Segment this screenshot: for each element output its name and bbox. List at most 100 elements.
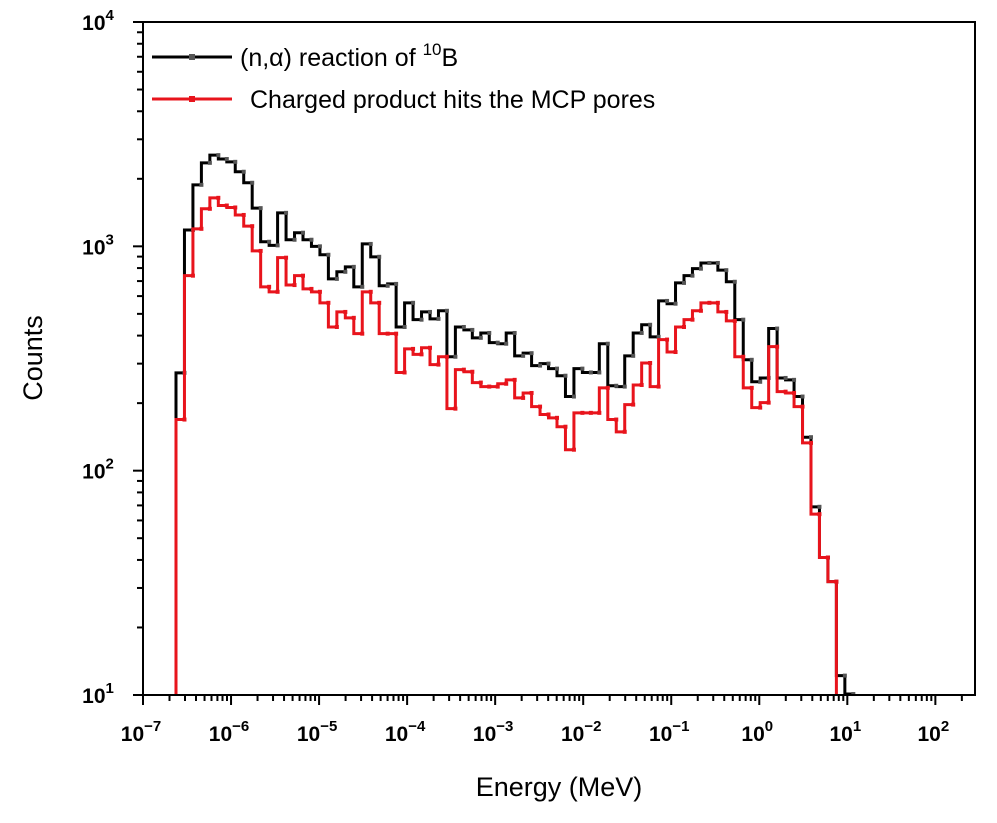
x-tick-label: 101 bbox=[829, 718, 861, 746]
series-point-marker bbox=[411, 346, 416, 351]
legend-marker-0 bbox=[189, 54, 195, 60]
legend-label-1: Charged product hits the MCP pores bbox=[250, 86, 655, 114]
series-point-marker bbox=[783, 389, 788, 394]
series-point-marker bbox=[656, 334, 661, 339]
series-point-marker bbox=[241, 212, 246, 217]
series-point-marker bbox=[411, 300, 416, 305]
series-point-marker bbox=[233, 205, 238, 210]
series-point-marker bbox=[436, 316, 441, 321]
series-point-marker bbox=[512, 377, 517, 382]
x-tick-label: 10−4 bbox=[385, 718, 426, 746]
y-tick-label: 103 bbox=[82, 231, 114, 259]
series-point-marker bbox=[546, 361, 551, 366]
series-point-marker bbox=[436, 362, 441, 367]
series-point-marker bbox=[317, 244, 322, 249]
series-point-marker bbox=[351, 315, 356, 320]
y-axis-title: Counts bbox=[18, 315, 48, 401]
series-point-marker bbox=[258, 248, 263, 253]
series-point-marker bbox=[715, 260, 720, 265]
series-point-marker bbox=[427, 309, 432, 314]
series-point-marker bbox=[216, 153, 221, 158]
series-point-marker bbox=[792, 390, 797, 395]
series-point-marker bbox=[842, 673, 847, 678]
series-0 bbox=[174, 153, 856, 697]
series-point-marker bbox=[588, 410, 593, 415]
series-point-marker bbox=[292, 283, 297, 288]
series-point-marker bbox=[461, 324, 466, 329]
series-point-marker bbox=[207, 206, 212, 211]
series-point-marker bbox=[334, 276, 339, 281]
series-layer bbox=[174, 153, 856, 697]
series-point-marker bbox=[241, 169, 246, 174]
x-tick-label: 10−5 bbox=[297, 718, 337, 746]
series-point-marker bbox=[775, 344, 780, 349]
series-point-marker bbox=[825, 555, 830, 560]
series-point-marker bbox=[758, 379, 763, 384]
series-point-marker bbox=[504, 341, 509, 346]
series-point-marker bbox=[529, 351, 534, 356]
series-point-marker bbox=[605, 385, 610, 390]
series-point-marker bbox=[216, 195, 221, 200]
series-point-marker bbox=[808, 440, 813, 445]
series-point-marker bbox=[453, 354, 458, 359]
series-point-marker bbox=[470, 327, 475, 332]
series-point-marker bbox=[631, 353, 636, 358]
series-step-line bbox=[174, 196, 838, 695]
series-point-marker bbox=[622, 384, 627, 389]
series-point-marker bbox=[597, 410, 602, 415]
series-point-marker bbox=[538, 363, 543, 368]
series-point-marker bbox=[385, 331, 390, 336]
series-point-marker bbox=[334, 324, 339, 329]
series-point-marker bbox=[554, 415, 559, 420]
series-point-marker bbox=[377, 300, 382, 305]
series-point-marker bbox=[377, 254, 382, 259]
series-point-marker bbox=[834, 579, 839, 584]
x-tick-label: 10−7 bbox=[121, 718, 161, 746]
series-point-marker bbox=[817, 512, 822, 517]
series-point-marker bbox=[419, 352, 424, 357]
series-point-marker bbox=[224, 157, 229, 162]
series-point-marker bbox=[207, 160, 212, 165]
series-point-marker bbox=[808, 435, 813, 440]
series-point-marker bbox=[233, 159, 238, 164]
series-point-marker bbox=[563, 373, 568, 378]
axis-ticks: 10−7 10−6 10−5 10−4 10−3 10−2 10−1 100 101 102 101… bbox=[82, 7, 963, 746]
series-point-marker bbox=[775, 326, 780, 331]
series-point-marker bbox=[275, 243, 280, 248]
series-point-marker bbox=[648, 322, 653, 327]
series-point-marker bbox=[368, 289, 373, 294]
series-point-marker bbox=[800, 404, 805, 409]
series-point-marker bbox=[554, 366, 559, 371]
series-point-marker bbox=[495, 384, 500, 389]
series-point-marker bbox=[504, 381, 509, 386]
series-point-marker bbox=[639, 382, 644, 387]
series-point-marker bbox=[300, 273, 305, 278]
series-point-marker bbox=[368, 241, 373, 246]
series-point-marker bbox=[326, 252, 331, 257]
series-point-marker bbox=[529, 390, 534, 395]
series-point-marker bbox=[546, 412, 551, 417]
series-point-marker bbox=[639, 330, 644, 335]
series-point-marker bbox=[800, 394, 805, 399]
y-tick-label: 104 bbox=[82, 7, 114, 35]
series-point-marker bbox=[199, 182, 204, 187]
series-point-marker bbox=[648, 360, 653, 365]
series-point-marker bbox=[597, 370, 602, 375]
series-point-marker bbox=[427, 345, 432, 350]
series-point-marker bbox=[275, 289, 280, 294]
series-point-marker bbox=[673, 350, 678, 355]
series-point-marker bbox=[749, 357, 754, 362]
series-point-marker bbox=[258, 206, 263, 211]
series-point-marker bbox=[656, 384, 661, 389]
series-point-marker bbox=[190, 273, 195, 278]
series-point-marker bbox=[631, 402, 636, 407]
series-point-marker bbox=[326, 300, 331, 305]
series-point-marker bbox=[665, 337, 670, 342]
series-point-marker bbox=[571, 447, 576, 452]
series-point-marker bbox=[224, 203, 229, 208]
legend: (n,α) reaction of 10B Charged product hit… bbox=[152, 40, 655, 114]
series-point-marker bbox=[715, 300, 720, 305]
series-point-marker bbox=[724, 268, 729, 273]
series-point-marker bbox=[470, 369, 475, 374]
series-point-marker bbox=[360, 331, 365, 336]
